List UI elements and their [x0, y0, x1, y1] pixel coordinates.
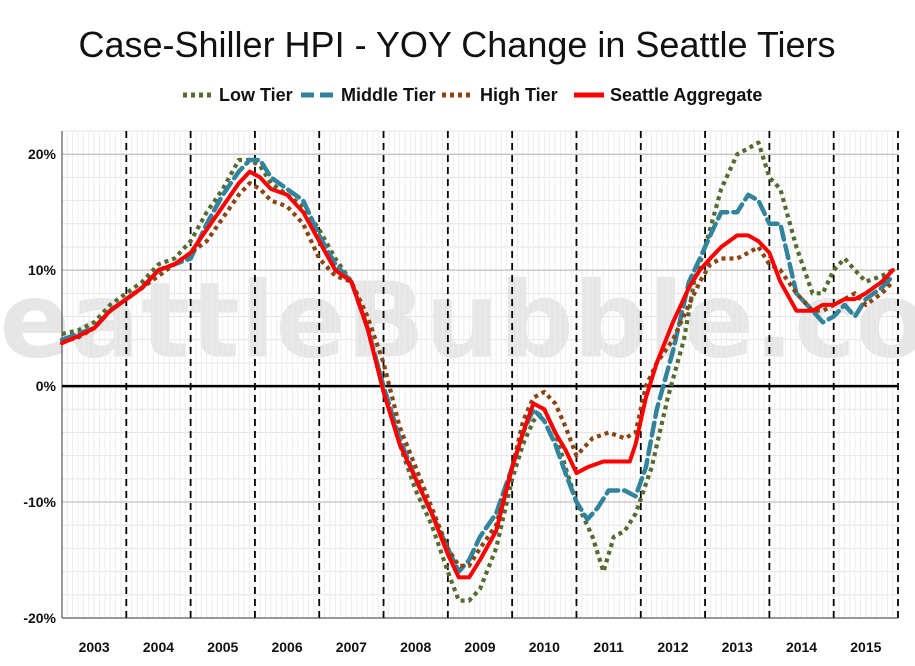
- legend: Low Tier Middle Tier High Tier Seattle Aggr…: [183, 85, 762, 105]
- x-tick-label: 2013: [722, 639, 753, 655]
- x-tick-label: 2006: [271, 639, 302, 655]
- series-line-seattle-aggregate: [60, 169, 895, 580]
- legend-label: Low Tier: [219, 85, 293, 105]
- series-line-low-tier: [61, 140, 894, 603]
- x-tick-label: 2008: [400, 639, 431, 655]
- x-tick-label: 2015: [850, 639, 881, 655]
- chart-title: Case-Shiller HPI - YOY Change in Seattle…: [78, 24, 835, 65]
- series-line-high-tier: [61, 181, 895, 568]
- watermark: SeattleBubble.com: [0, 259, 915, 381]
- y-tick-label: 10%: [28, 262, 57, 278]
- legend-label: Seattle Aggregate: [610, 85, 762, 105]
- legend-label: Middle Tier: [341, 85, 436, 105]
- x-tick-label: 2007: [336, 639, 367, 655]
- legend-label: High Tier: [480, 85, 558, 105]
- x-tick-label: 2003: [79, 639, 110, 655]
- x-tick-label: 2012: [657, 639, 688, 655]
- y-tick-label: 20%: [28, 146, 57, 162]
- y-tick-label: -20%: [23, 610, 56, 626]
- x-tick-label: 2011: [593, 639, 624, 655]
- x-tick-label: 2009: [464, 639, 495, 655]
- y-tick-label: -10%: [23, 494, 56, 510]
- x-tick-label: 2014: [786, 639, 817, 655]
- x-tick-label: 2005: [207, 639, 238, 655]
- x-tick-label: 2010: [529, 639, 560, 655]
- plot-area: SeattleBubble.com 20% 10% 0% -10% -20% 2003 200…: [0, 130, 915, 655]
- y-tick-label: 0%: [36, 378, 57, 394]
- x-tick-label: 2004: [143, 639, 174, 655]
